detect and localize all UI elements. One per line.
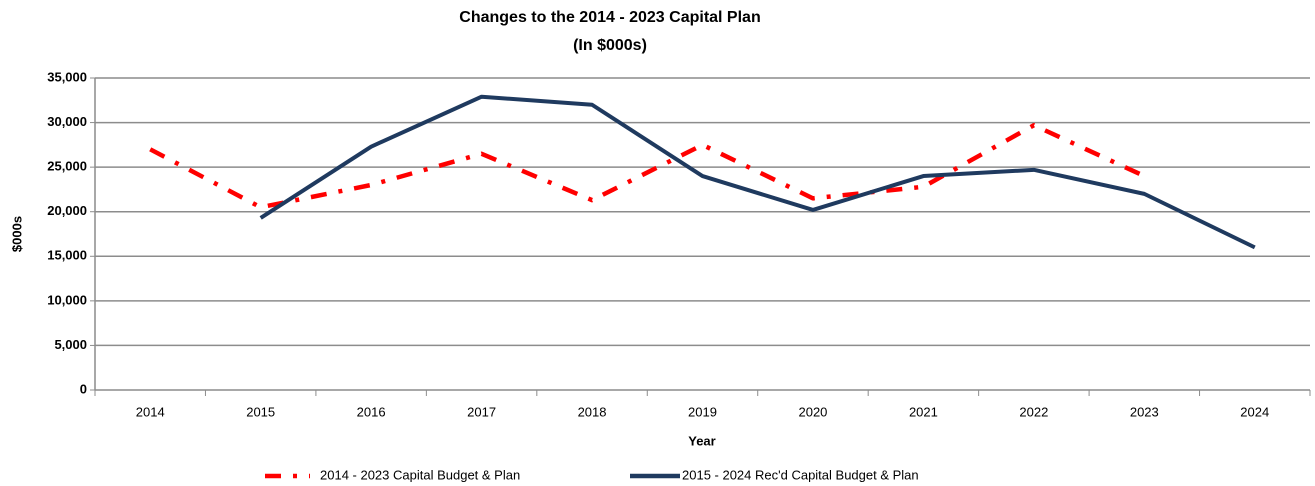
x-tick-label: 2024 [1240,404,1269,419]
x-tick-label: 2016 [357,404,386,419]
chart-subtitle: (In $000s) [573,37,647,54]
y-axis-label: $000s [9,216,24,252]
x-tick-label: 2017 [467,404,496,419]
legend-label: 2015 - 2024 Rec'd Capital Budget & Plan [682,467,919,482]
x-tick-label: 2014 [136,404,165,419]
series-line [149,122,1146,210]
legend-label: 2014 - 2023 Capital Budget & Plan [320,467,520,482]
y-tick-label: 35,000 [47,69,87,84]
x-tick-label: 2022 [1019,404,1048,419]
x-tick-label: 2018 [578,404,607,419]
y-tick-label: 5,000 [54,337,87,352]
chart-title: Changes to the 2014 - 2023 Capital Plan [459,9,760,26]
x-axis-label: Year [688,433,715,448]
x-tick-label: 2015 [246,404,275,419]
x-tick-label: 2020 [798,404,827,419]
y-tick-label: 15,000 [47,248,87,263]
series-line [259,94,1256,250]
y-tick-label: 20,000 [47,203,87,218]
x-tick-label: 2021 [909,404,938,419]
x-tick-label: 2023 [1130,404,1159,419]
x-tick-label: 2019 [688,404,717,419]
y-tick-label: 25,000 [47,159,87,174]
y-tick-label: 10,000 [47,292,87,307]
y-tick-label: 0 [80,381,87,396]
y-tick-label: 30,000 [47,114,87,129]
